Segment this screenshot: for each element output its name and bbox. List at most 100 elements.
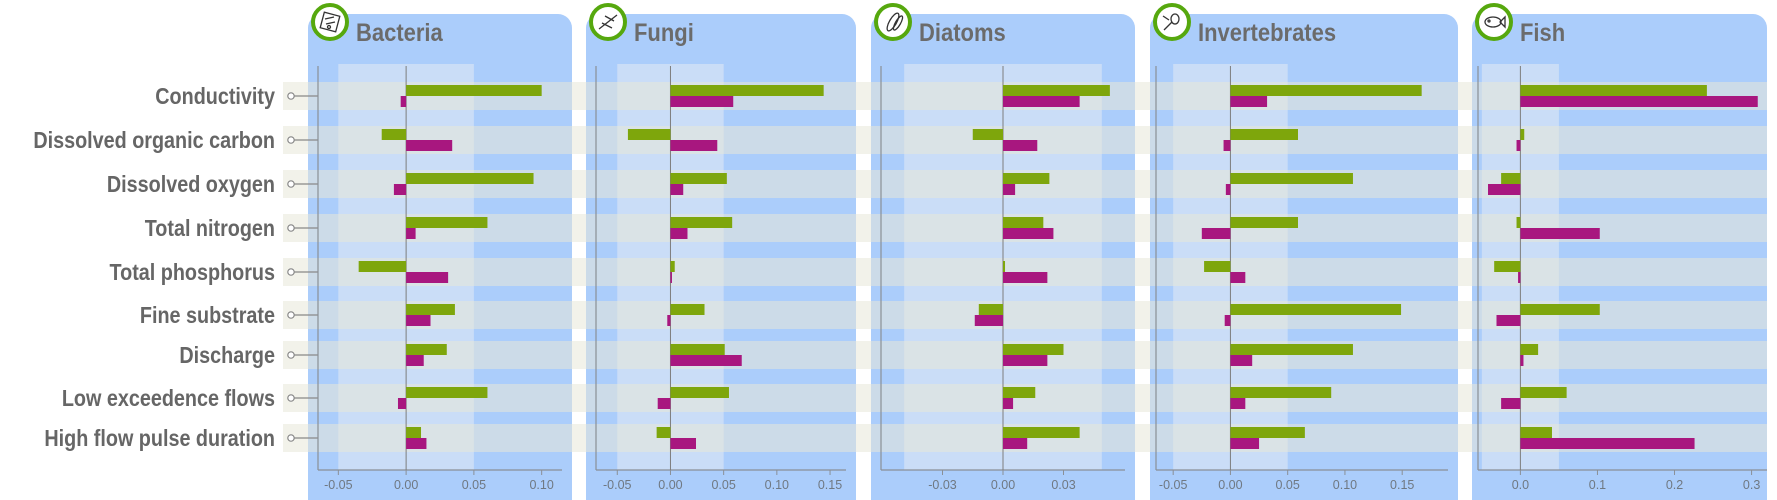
bar <box>1230 387 1332 398</box>
category-label: Dissolved oxygen <box>107 172 275 198</box>
row-marker <box>287 224 295 232</box>
fish-icon <box>1475 3 1513 41</box>
bar <box>1003 261 1006 272</box>
bar <box>1520 344 1539 355</box>
x-tick-label: 0.15 <box>818 478 842 492</box>
bar <box>1224 315 1231 326</box>
bar <box>1003 96 1080 107</box>
bar <box>1230 173 1353 184</box>
bar <box>406 387 488 398</box>
bar <box>1003 228 1054 239</box>
x-tick-label: 0.10 <box>1333 478 1357 492</box>
bar <box>670 387 729 398</box>
fish-glyph-body <box>1484 16 1502 28</box>
diatoms-glyph-cell <box>892 15 904 31</box>
diatoms-glyph-cell <box>886 12 900 32</box>
diatoms-icon-glyph <box>886 12 904 32</box>
bar <box>1520 129 1525 140</box>
bar <box>1230 217 1298 228</box>
bar <box>1230 129 1298 140</box>
bar <box>1488 184 1521 195</box>
category-label: Fine substrate <box>140 303 275 329</box>
bar <box>670 344 725 355</box>
x-tick-label: 0.03 <box>1051 478 1075 492</box>
row-marker <box>287 351 295 359</box>
bar <box>1494 261 1521 272</box>
bar <box>670 272 672 283</box>
bar <box>1225 184 1231 195</box>
bar <box>381 129 407 140</box>
bar <box>656 427 671 438</box>
bar <box>657 398 671 409</box>
bar <box>1003 184 1016 195</box>
bar <box>1003 344 1064 355</box>
panel-title: Diatoms <box>919 19 1006 47</box>
bar <box>358 261 407 272</box>
bar <box>406 315 431 326</box>
bar <box>1520 438 1695 449</box>
bar <box>1003 85 1110 96</box>
row-marker <box>287 92 295 100</box>
diatoms-icon <box>874 3 912 41</box>
x-tick-label: 0.05 <box>711 478 735 492</box>
bar <box>974 315 1003 326</box>
x-tick-label: 0.00 <box>1218 478 1242 492</box>
bar <box>1230 96 1268 107</box>
bar <box>1003 173 1050 184</box>
bacteria-icon-glyph <box>319 11 341 33</box>
bar <box>406 217 488 228</box>
x-tick-label: 0.3 <box>1743 478 1760 492</box>
invertebrates-glyph-tail <box>1163 21 1173 31</box>
bar <box>670 184 684 195</box>
row-marker <box>287 180 295 188</box>
bar <box>1230 355 1253 366</box>
bar <box>1520 228 1600 239</box>
bacteria-glyph-stroke <box>325 21 336 25</box>
bar <box>1520 355 1524 366</box>
bar <box>670 261 675 272</box>
fungi-icon-glyph <box>598 14 618 30</box>
category-label: Total phosphorus <box>110 260 276 286</box>
bacteria-glyph-stroke <box>324 16 335 20</box>
bar <box>670 96 734 107</box>
bar <box>1520 427 1552 438</box>
bacteria-glyph-dot <box>326 24 332 30</box>
fish-glyph-eye <box>1487 19 1491 23</box>
bar <box>670 85 824 96</box>
bar <box>667 315 671 326</box>
bar <box>406 228 416 239</box>
fungi-glyph-stroke <box>601 22 613 29</box>
bar <box>1003 387 1036 398</box>
x-tick-label: -0.03 <box>928 478 957 492</box>
category-label: Conductivity <box>155 84 275 110</box>
x-tick-label: 0.1 <box>1589 478 1606 492</box>
row-marker <box>287 136 295 144</box>
fish-icon-glyph <box>1484 15 1506 29</box>
bar <box>406 427 422 438</box>
bar <box>670 173 727 184</box>
bar <box>1516 140 1521 151</box>
bar <box>406 355 424 366</box>
bar <box>1003 427 1080 438</box>
invertebrates-glyph-leg <box>1162 15 1170 21</box>
row-marker <box>287 311 295 319</box>
bar <box>1223 140 1231 151</box>
bar <box>1003 398 1014 409</box>
bar <box>393 184 407 195</box>
bar <box>670 140 718 151</box>
x-tick-label: -0.05 <box>324 478 353 492</box>
bar <box>670 355 742 366</box>
row-marker <box>287 394 295 402</box>
bar <box>1003 438 1028 449</box>
x-tick-label: 0.10 <box>765 478 789 492</box>
bar <box>1230 344 1353 355</box>
bar <box>1003 140 1038 151</box>
x-tick-label: 0.05 <box>462 478 486 492</box>
x-tick-label: -0.05 <box>603 478 632 492</box>
invertebrates-icon-glyph <box>1162 13 1180 31</box>
bar <box>670 304 705 315</box>
fish-glyph-tail <box>1499 15 1506 29</box>
bar <box>1520 387 1567 398</box>
